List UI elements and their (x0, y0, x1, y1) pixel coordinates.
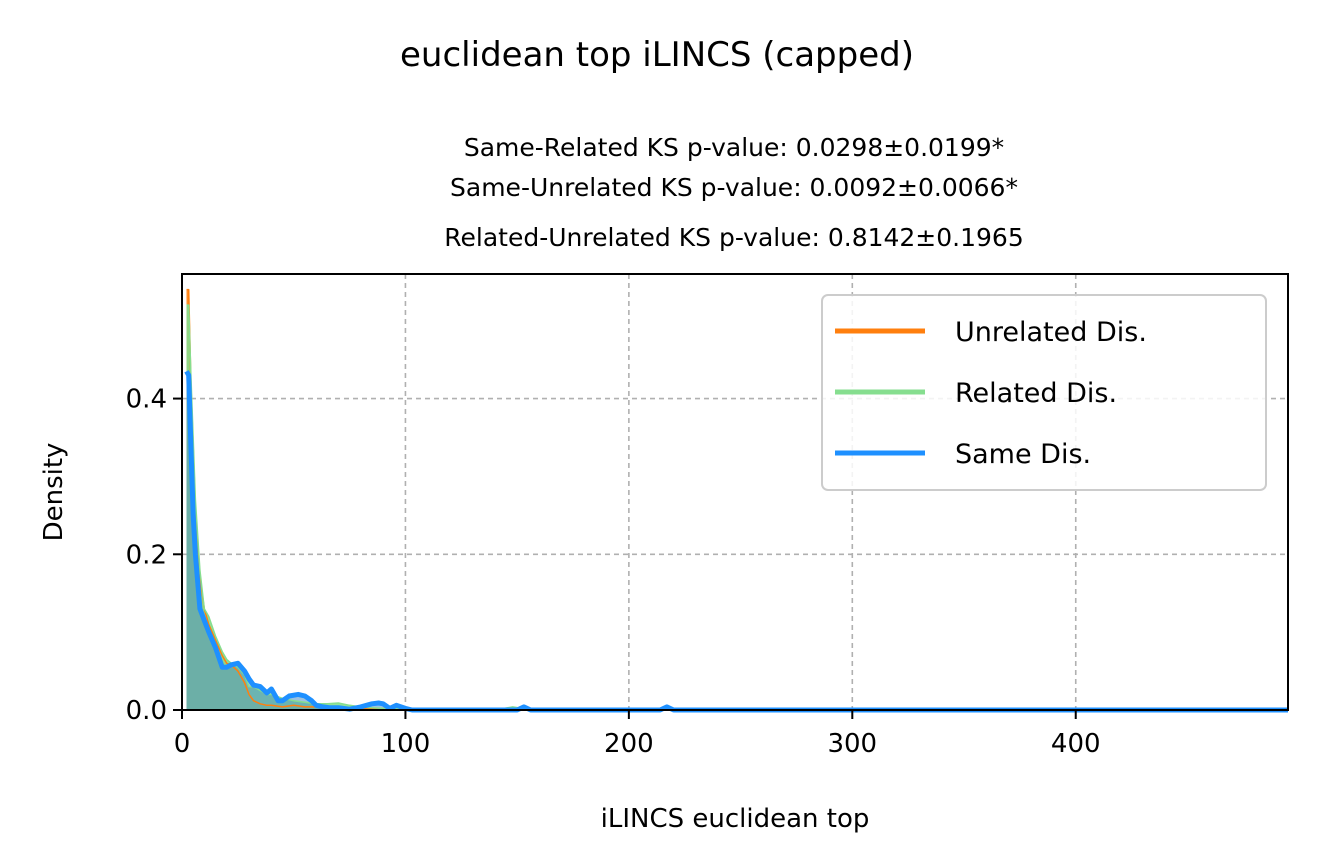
legend-label-unrelated-dis: Unrelated Dis. (955, 317, 1147, 348)
x-tick-label: 400 (1051, 729, 1101, 759)
subtitle-line-3: Related-Unrelated KS p-value: 0.8142±0.1… (444, 223, 1023, 252)
legend-label-related-dis: Related Dis. (955, 378, 1117, 409)
x-tick-label: 200 (604, 729, 654, 759)
y-tick-label: 0.0 (126, 696, 167, 726)
plot-frame (181, 273, 1289, 711)
subtitle-line-1: Same-Related KS p-value: 0.0298±0.0199* (464, 133, 1004, 162)
y-axis-ticks: 0.0 0.2 0.4 (126, 385, 182, 726)
chart-title: euclidean top iLINCS (capped) (400, 35, 914, 75)
legend-box (821, 294, 1267, 491)
x-axis-label: iLINCS euclidean top (601, 804, 870, 834)
x-tick-label: 300 (827, 729, 877, 759)
legend: Unrelated Dis. Related Dis. Same Dis. (821, 294, 1267, 491)
y-tick-label: 0.4 (126, 385, 167, 415)
x-axis-ticks: 0 100 200 300 400 (174, 710, 1101, 759)
y-axis-label: Density (39, 443, 69, 542)
x-tick-label: 0 (174, 729, 191, 759)
x-tick-label: 100 (381, 729, 431, 759)
subtitle-line-2: Same-Unrelated KS p-value: 0.0092±0.0066… (450, 173, 1018, 202)
y-tick-label: 0.2 (126, 540, 167, 570)
legend-label-same-dis: Same Dis. (955, 439, 1091, 470)
legend-items: Unrelated Dis. Related Dis. Same Dis. (835, 317, 1147, 470)
